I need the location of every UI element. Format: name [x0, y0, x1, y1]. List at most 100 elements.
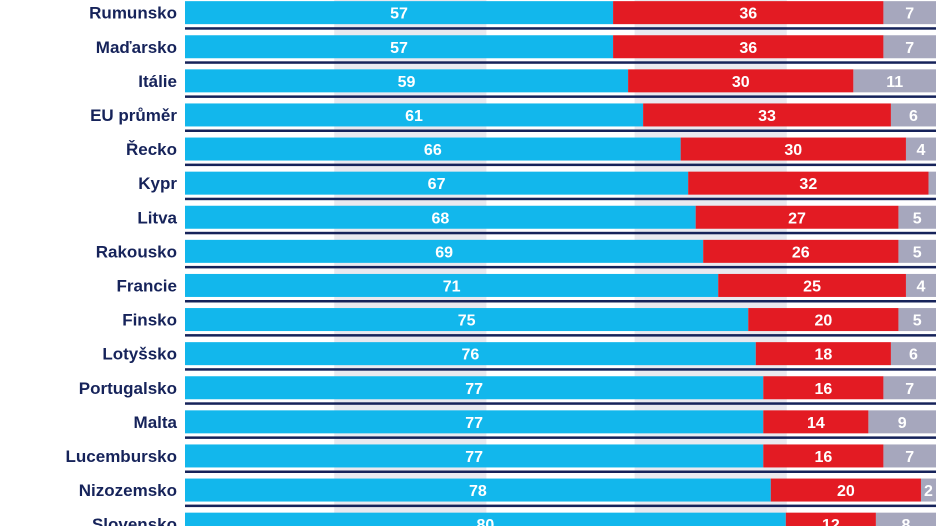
data-label: 7: [905, 449, 914, 466]
bar-segment-yes: [185, 512, 786, 526]
data-label: 6: [909, 108, 918, 125]
bar-segment-undecided: [905, 273, 936, 297]
data-label: 25: [803, 278, 821, 295]
bar-segment-no: [695, 205, 899, 229]
country-label: Kypr: [138, 174, 177, 193]
data-label: 20: [814, 313, 832, 330]
country-label: Finsko: [122, 311, 177, 330]
bar-segment-yes: [185, 137, 681, 161]
bar-segment-undecided: [898, 205, 936, 229]
data-label: 7: [905, 40, 914, 57]
row-separator: [185, 265, 936, 269]
data-label: 4: [917, 278, 926, 295]
country-label: Lotyšsko: [102, 345, 177, 364]
data-label: 26: [792, 244, 810, 261]
bar-segment-yes: [185, 273, 719, 297]
country-label: Litva: [137, 208, 177, 227]
data-label: 12: [822, 517, 840, 526]
bar-segment-yes: [185, 103, 644, 127]
data-label: 7: [905, 6, 914, 23]
bar-segment-no: [643, 103, 891, 127]
country-label: Nizozemsko: [79, 481, 177, 500]
bar-segment-no: [680, 137, 906, 161]
data-label: 18: [814, 347, 832, 364]
row-separator: [185, 436, 936, 439]
data-label: 5: [913, 313, 922, 330]
bar-segment-undecided: [853, 69, 936, 93]
country-label: Lucembursko: [66, 447, 177, 466]
data-label: 36: [739, 6, 757, 23]
data-label: 71: [443, 278, 461, 295]
data-label: 80: [477, 517, 495, 526]
country-label: Itálie: [138, 72, 177, 91]
data-label: 4: [917, 142, 926, 159]
data-label: 27: [788, 210, 806, 227]
data-label: 57: [390, 40, 408, 57]
data-label: 75: [458, 313, 476, 330]
bar-segment-yes: [185, 376, 764, 400]
bar-segment-undecided: [920, 478, 936, 502]
bar-segment-no: [613, 35, 884, 59]
bar-segment-undecided: [868, 410, 936, 434]
data-label: 9: [898, 415, 907, 432]
data-label: 57: [390, 6, 408, 23]
data-label: 78: [469, 483, 487, 500]
row-separator: [185, 95, 936, 98]
data-label: 2: [924, 483, 933, 500]
bar-segment-yes: [185, 239, 704, 263]
bar-segment-no: [763, 444, 884, 468]
data-label: 5: [913, 244, 922, 261]
data-label: 30: [784, 142, 802, 159]
bar-segment-yes: [185, 1, 614, 25]
row-separator: [185, 197, 936, 201]
bar-segment-no: [613, 1, 884, 25]
bar-segment-undecided: [883, 1, 936, 25]
row-separator: [185, 504, 936, 508]
bar-segment-no: [718, 273, 906, 297]
row-separator: [185, 129, 936, 132]
country-label: Portugalsko: [79, 379, 177, 398]
bar-segment-no: [763, 376, 884, 400]
data-label: 14: [807, 415, 825, 432]
country-label: EU průměr: [90, 106, 177, 125]
data-label: 30: [732, 74, 750, 91]
bar-segment-yes: [185, 205, 696, 229]
bar-segment-yes: [185, 410, 764, 434]
data-label: 67: [428, 176, 446, 193]
data-label: 36: [739, 40, 757, 57]
bar-segment-undecided: [883, 376, 936, 400]
bar-segment-no: [628, 69, 854, 93]
data-label: 61: [405, 108, 423, 125]
row-separator: [185, 368, 936, 371]
row-separator: [185, 231, 936, 235]
bar-segment-undecided: [875, 512, 936, 526]
bar-segment-undecided: [883, 444, 936, 468]
bar-segment-yes: [185, 342, 756, 366]
data-label: 77: [465, 415, 483, 432]
bar-segment-yes: [185, 478, 771, 502]
data-label: 59: [398, 74, 416, 91]
bar-segment-no: [763, 410, 869, 434]
row-separator: [185, 402, 936, 405]
country-label: Rumunsko: [89, 4, 177, 23]
bar-segment-undecided: [898, 239, 936, 263]
bar-segment-undecided: [898, 308, 936, 332]
country-label: Maďarsko: [96, 38, 177, 57]
data-label: 16: [814, 381, 832, 398]
bar-segment-no: [755, 342, 891, 366]
data-label: 33: [758, 108, 776, 125]
data-label: 8: [902, 517, 911, 526]
data-label: 5: [913, 210, 922, 227]
bar-segment-yes: [185, 171, 689, 195]
data-label: 68: [431, 210, 449, 227]
bar-segment-yes: [185, 35, 614, 59]
country-label: Francie: [117, 276, 177, 295]
bar-segment-no: [770, 478, 921, 502]
bar-segment-yes: [185, 69, 629, 93]
data-label: 11: [886, 74, 903, 91]
row-separator: [185, 27, 936, 30]
data-label: 77: [465, 449, 483, 466]
country-label: Rakousko: [96, 242, 177, 261]
row-separator: [185, 163, 936, 167]
data-label: 6: [909, 347, 918, 364]
